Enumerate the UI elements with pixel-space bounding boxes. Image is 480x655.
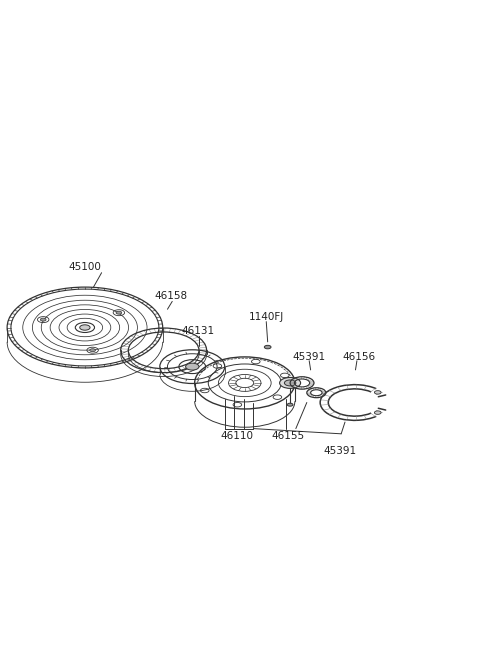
Ellipse shape	[80, 325, 90, 330]
Text: 46110: 46110	[220, 432, 253, 441]
Text: 45100: 45100	[69, 263, 101, 272]
Text: 46156: 46156	[343, 352, 376, 362]
Ellipse shape	[90, 348, 96, 352]
Text: 45391: 45391	[324, 447, 357, 457]
Ellipse shape	[40, 318, 46, 321]
Ellipse shape	[116, 311, 122, 314]
Ellipse shape	[374, 411, 381, 415]
Ellipse shape	[186, 363, 199, 370]
Text: 1140FJ: 1140FJ	[249, 312, 284, 322]
Ellipse shape	[287, 403, 293, 406]
Ellipse shape	[280, 377, 300, 388]
Ellipse shape	[374, 390, 381, 394]
Text: 46131: 46131	[182, 326, 215, 337]
Text: 46155: 46155	[271, 432, 304, 441]
Text: 45391: 45391	[293, 352, 326, 362]
Ellipse shape	[264, 345, 271, 349]
Text: 46158: 46158	[154, 291, 187, 301]
Ellipse shape	[284, 380, 296, 386]
